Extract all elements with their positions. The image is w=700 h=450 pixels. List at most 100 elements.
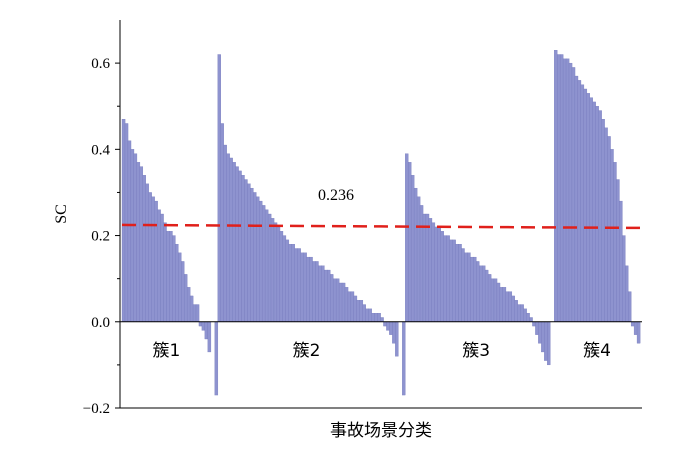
bar-c4-3 — [562, 58, 567, 322]
bar-c4-2 — [559, 54, 564, 322]
bar-c2-34 — [315, 261, 319, 322]
bar-c3-38 — [514, 300, 518, 322]
bar-c1-14 — [163, 222, 167, 322]
bar-c4-1 — [557, 54, 561, 322]
bar-c1-9 — [148, 192, 152, 322]
bar-c3-11 — [434, 226, 439, 322]
bars-group — [121, 50, 641, 396]
bar-c3-33 — [499, 287, 504, 322]
bar-c3-6 — [419, 205, 424, 322]
bar-c2-2 — [220, 123, 224, 322]
bar-c2-22 — [279, 231, 284, 322]
bar-c2-61 — [395, 321, 399, 357]
bar-c2-40 — [332, 278, 337, 322]
bar-c4-23 — [622, 235, 626, 322]
bar-c1-20 — [181, 261, 185, 322]
bar-c3-27 — [481, 265, 486, 322]
reference-line-label: 0.236 — [318, 187, 354, 204]
bar-c4-20 — [613, 162, 617, 322]
bar-c2-55 — [377, 313, 381, 322]
bar-c1-18 — [175, 244, 179, 322]
bar-c2-27 — [294, 248, 298, 322]
y-axis-title: SC — [53, 204, 70, 224]
bar-c2-50 — [362, 304, 366, 322]
reference-line-group — [121, 223, 643, 230]
bar-c1-6 — [139, 166, 144, 322]
bar-c3-47 — [541, 321, 545, 353]
bar-c4-17 — [604, 127, 608, 322]
bar-c1-10 — [151, 196, 155, 322]
bar-c2-33 — [312, 261, 316, 322]
bar-c2-51 — [365, 308, 369, 322]
bar-c1-27 — [201, 321, 206, 331]
bar-c4-16 — [601, 119, 605, 322]
bar-c1-8 — [145, 183, 149, 322]
bar-c3-25 — [476, 261, 480, 322]
bar-c2-8 — [238, 170, 242, 322]
bar-c3-40 — [520, 304, 524, 322]
bar-c1-13 — [160, 213, 164, 322]
bar-c3-44 — [532, 321, 536, 327]
bar-c2-41 — [335, 278, 340, 322]
bar-c1-4 — [133, 153, 138, 322]
bar-c1-7 — [142, 175, 146, 322]
bar-c3-20 — [461, 248, 465, 322]
bar-c4-18 — [607, 136, 611, 322]
bar-c2-59 — [389, 321, 393, 335]
y-tick-label-3: 0.4 — [91, 142, 110, 158]
bar-c1-11 — [154, 200, 158, 322]
bar-c2-14 — [256, 196, 260, 322]
reference-line — [121, 223, 643, 230]
bar-c3-28 — [484, 269, 489, 322]
cluster-label-4: 簇4 — [583, 341, 611, 361]
bar-c3-36 — [508, 291, 513, 322]
cluster-label-2: 簇2 — [293, 341, 321, 361]
bar-c2-1 — [217, 54, 221, 322]
bar-c2-29 — [300, 252, 304, 322]
bar-c2-47 — [353, 295, 358, 322]
bar-c3-2 — [407, 162, 412, 322]
bar-c4-11 — [586, 93, 590, 322]
bar-c3-30 — [490, 278, 495, 322]
bar-c2-57 — [383, 321, 387, 327]
bar-c2-24 — [285, 239, 290, 322]
bar-c4-28 — [636, 321, 641, 344]
bar-c3-14 — [443, 235, 447, 322]
bar-c1-17 — [172, 235, 176, 322]
bar-c2-18 — [267, 213, 272, 322]
y-tick-label-1: 0.0 — [91, 315, 110, 331]
bar-c2-48 — [356, 300, 361, 322]
bar-c3-42 — [526, 313, 530, 322]
bar-c2-6 — [232, 162, 236, 322]
bar-c3-49 — [547, 321, 551, 366]
bar-c1-2 — [127, 140, 132, 322]
bar-c1-1 — [124, 123, 129, 322]
cluster-labels-group: 簇1 簇2 簇3 簇4 — [152, 341, 611, 361]
bar-c3-22 — [467, 252, 471, 322]
bar-c2-7 — [235, 166, 239, 322]
bar-c2-60 — [392, 321, 396, 344]
cluster-label-3: 簇3 — [462, 341, 490, 361]
bar-c3-32 — [496, 282, 501, 322]
x-axis-title: 事故场景分类 — [330, 421, 432, 441]
bar-c1-12 — [157, 209, 161, 322]
bar-c3-5 — [416, 196, 421, 322]
bar-c2-58 — [386, 321, 390, 331]
bar-c3-17 — [452, 239, 456, 322]
bar-c3-34 — [502, 287, 507, 322]
bar-c1-29 — [207, 321, 212, 353]
bar-c3-13 — [440, 231, 444, 322]
bar-c2-31 — [306, 256, 310, 322]
bar-c1-16 — [169, 231, 173, 322]
bar-c3-19 — [458, 244, 462, 322]
bar-c1-22 — [186, 287, 191, 322]
bar-c2-16 — [261, 205, 266, 322]
bar-c2-35 — [318, 265, 322, 322]
bar-c3-3 — [410, 175, 415, 322]
bar-c1-26 — [198, 321, 203, 327]
bar-c4-24 — [625, 265, 629, 322]
bar-c2-54 — [374, 313, 378, 322]
bar-c2-38 — [327, 269, 331, 322]
bar-c2-25 — [288, 244, 293, 322]
